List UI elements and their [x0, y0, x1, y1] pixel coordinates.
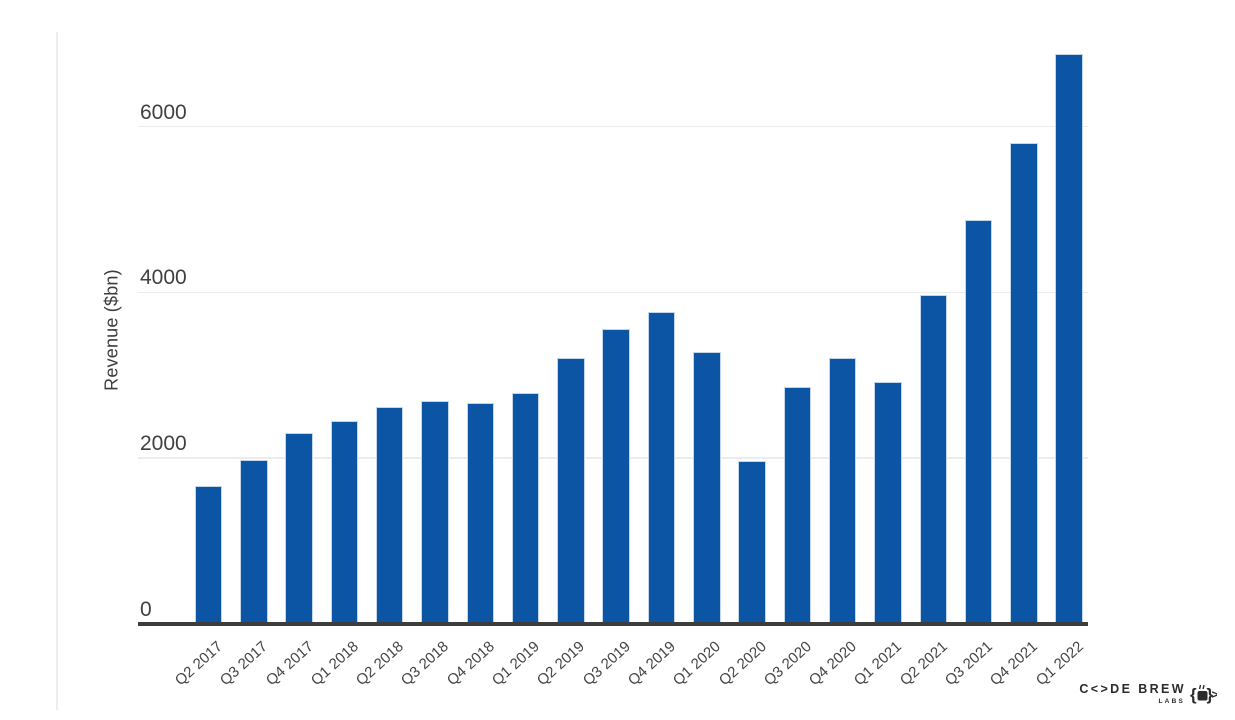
- y-tick-label-0: 0: [140, 598, 152, 621]
- x-tick-label-q4-2020: Q4 2020: [805, 638, 861, 690]
- bar-q3-2018: [421, 400, 449, 622]
- bar-q1-2022: [1055, 54, 1083, 622]
- x-tick-label-q1-2021: Q1 2021: [851, 638, 906, 690]
- x-tick-label-q3-2021: Q3 2021: [941, 638, 996, 690]
- svg-text:{: {: [1190, 685, 1197, 704]
- x-axis-line: [138, 622, 1088, 626]
- bar-q4-2019: [647, 312, 676, 622]
- y-tick-label-2000: 2000: [140, 432, 187, 456]
- bar-q4-2017: [285, 433, 313, 622]
- bar-q2-2020: [738, 461, 766, 622]
- gridline-4000: [138, 291, 1088, 294]
- codebrew-logo: C<>DE BREW LABS { } >: [1079, 681, 1217, 707]
- gridline-6000: [138, 125, 1088, 128]
- bar-q1-2019: [511, 393, 540, 622]
- x-tick-label-q4-2018: Q4 2018: [443, 638, 498, 690]
- bar-q2-2021: [919, 294, 948, 622]
- x-tick-label-q3-2019: Q3 2019: [579, 638, 634, 690]
- bar-q3-2020: [783, 387, 812, 622]
- bar-q1-2021: [874, 382, 902, 622]
- svg-text:>: >: [1212, 688, 1218, 702]
- x-tick-label-q4-2021: Q4 2021: [987, 638, 1042, 690]
- x-tick-label-q4-2017: Q4 2017: [262, 638, 317, 690]
- x-tick-label-q1-2020: Q1 2020: [670, 638, 725, 690]
- left-border-line: [56, 32, 58, 710]
- bar-q3-2019: [602, 328, 630, 622]
- bar-q3-2017: [240, 459, 268, 622]
- y-axis-title: Revenue ($bn): [101, 269, 122, 391]
- x-tick-label-q4-2019: Q4 2019: [624, 638, 679, 690]
- x-tick-label-q2-2021: Q2 2021: [896, 638, 951, 690]
- y-tick-label-4000: 4000: [140, 266, 187, 290]
- bar-q2-2018: [375, 407, 404, 622]
- x-tick-label-q2-2019: Q2 2019: [534, 638, 589, 690]
- bar-q3-2021: [964, 220, 993, 622]
- x-tick-label-q1-2019: Q1 2019: [488, 638, 543, 690]
- x-tick-label-q3-2017: Q3 2017: [217, 638, 272, 690]
- bar-q4-2020: [828, 358, 857, 622]
- bar-q1-2018: [330, 421, 359, 622]
- x-tick-label-q2-2017: Q2 2017: [171, 638, 226, 690]
- x-tick-label-q3-2018: Q3 2018: [398, 638, 453, 690]
- bar-q1-2020: [693, 351, 721, 622]
- bar-q2-2019: [557, 358, 585, 622]
- coffee-cup-icon: { } >: [1190, 681, 1217, 707]
- x-tick-label-q2-2018: Q2 2018: [352, 638, 408, 690]
- bar-q4-2021: [1010, 142, 1038, 622]
- plot-area: [138, 0, 1088, 622]
- logo-sub-text: LABS: [1158, 698, 1185, 705]
- x-tick-label-q2-2020: Q2 2020: [715, 638, 770, 690]
- logo-brand-text: C<>DE BREW: [1079, 682, 1186, 696]
- bar-q2-2017: [194, 486, 223, 622]
- bar-q4-2018: [466, 403, 495, 622]
- svg-text:}: }: [1207, 685, 1214, 704]
- y-tick-label-6000: 6000: [140, 100, 187, 124]
- x-tick-label-q1-2018: Q1 2018: [307, 638, 362, 690]
- x-tick-label-q3-2020: Q3 2020: [760, 638, 815, 690]
